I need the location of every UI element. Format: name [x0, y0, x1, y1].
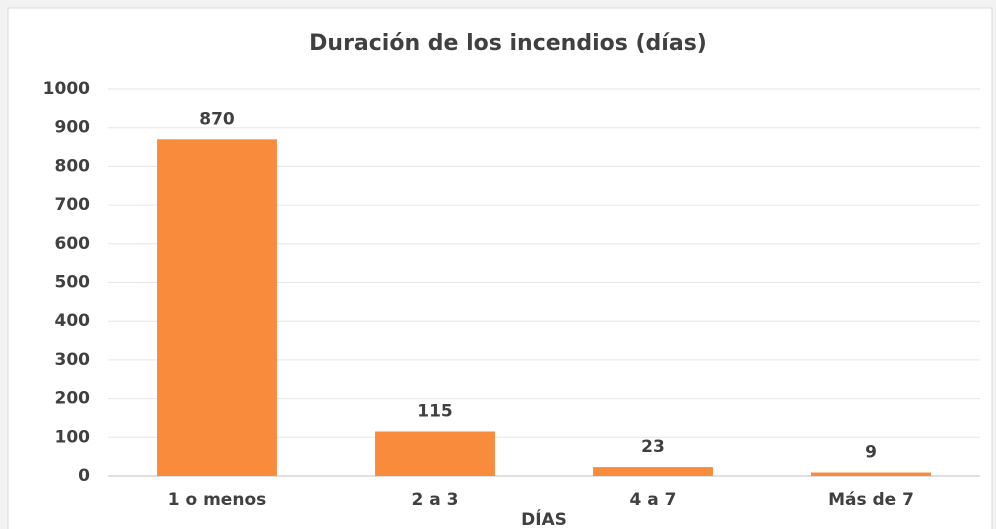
data-label: 9 [865, 443, 877, 463]
data-label: 115 [417, 401, 453, 421]
y-tick-label: 400 [55, 311, 91, 331]
y-tick-label: 900 [55, 118, 91, 138]
y-tick-label: 1000 [43, 79, 90, 99]
y-tick-label: 500 [55, 273, 91, 293]
x-tick-label: 4 a 7 [630, 490, 677, 510]
bar [375, 431, 495, 476]
chart-area [7, 7, 993, 529]
bar [157, 139, 277, 476]
y-tick-label: 100 [55, 427, 91, 447]
data-label: 23 [641, 437, 665, 457]
chart-title: Duración de los incendios (días) [309, 31, 707, 56]
y-tick-label: 200 [55, 389, 91, 409]
x-tick-label: Más de 7 [828, 490, 914, 510]
data-label: 870 [199, 109, 235, 129]
y-tick-label: 300 [55, 350, 91, 370]
y-tick-label: 0 [78, 466, 90, 486]
x-tick-label: 1 o menos [168, 490, 267, 510]
bar [811, 472, 931, 476]
y-tick-label: 700 [55, 195, 91, 215]
bar [593, 467, 713, 476]
x-tick-label: 2 a 3 [412, 490, 459, 510]
x-axis-label: DÍAS [521, 508, 567, 529]
y-tick-label: 800 [55, 156, 91, 176]
y-tick-label: 600 [55, 234, 91, 254]
